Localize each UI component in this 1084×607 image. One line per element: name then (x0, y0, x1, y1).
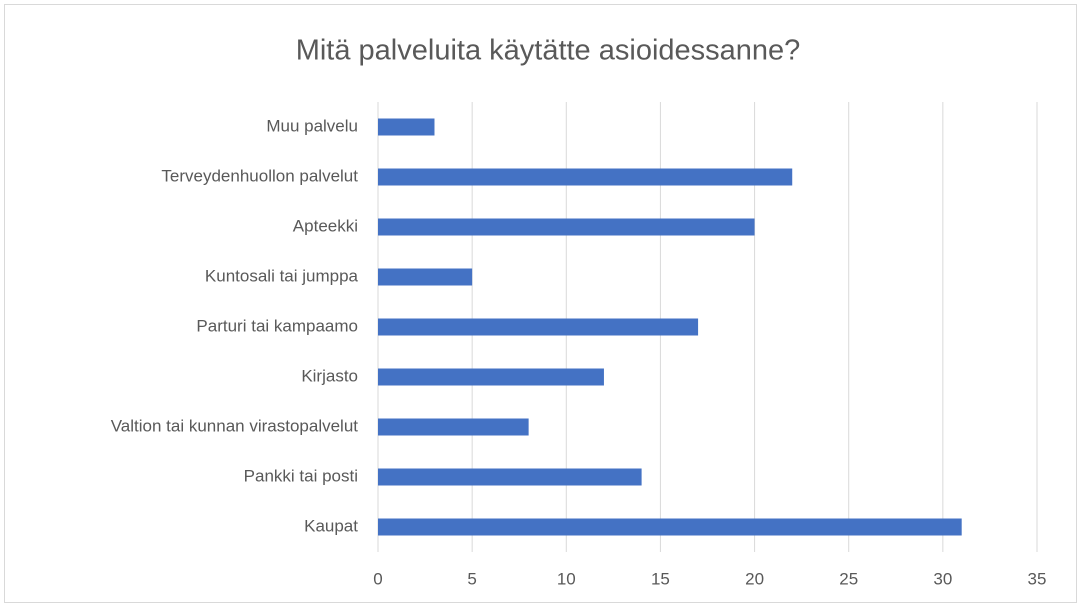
bar (378, 468, 642, 486)
y-tick-label: Kuntosali tai jumppa (205, 266, 359, 285)
y-tick-label: Valtion tai kunnan virastopalvelut (111, 416, 359, 435)
bar (378, 318, 699, 336)
bar (378, 218, 755, 236)
x-tick-label: 0 (373, 569, 382, 588)
y-tick-label: Muu palvelu (266, 116, 358, 135)
bar (378, 168, 793, 186)
x-tick-label: 10 (557, 569, 576, 588)
y-tick-label: Parturi tai kampaamo (196, 316, 358, 335)
y-tick-label: Kaupat (304, 516, 358, 535)
x-tick-label: 35 (1028, 569, 1047, 588)
y-tick-label: Kirjasto (301, 366, 358, 385)
bar (378, 418, 529, 436)
bar (378, 518, 962, 536)
y-tick-label: Pankki tai posti (244, 466, 358, 485)
chart-title: Mitä palveluita käytätte asioidessanne? (296, 35, 801, 67)
x-tick-label: 30 (933, 569, 952, 588)
x-tick-label: 20 (745, 569, 764, 588)
x-tick-label: 15 (651, 569, 670, 588)
y-tick-label: Apteekki (293, 216, 358, 235)
chart-border (4, 4, 1077, 603)
x-tick-label: 25 (839, 569, 858, 588)
y-tick-label: Terveydenhuollon palvelut (161, 166, 358, 185)
bar (378, 368, 604, 386)
x-tick-label: 5 (467, 569, 476, 588)
bar (378, 268, 473, 286)
bar (378, 118, 435, 136)
